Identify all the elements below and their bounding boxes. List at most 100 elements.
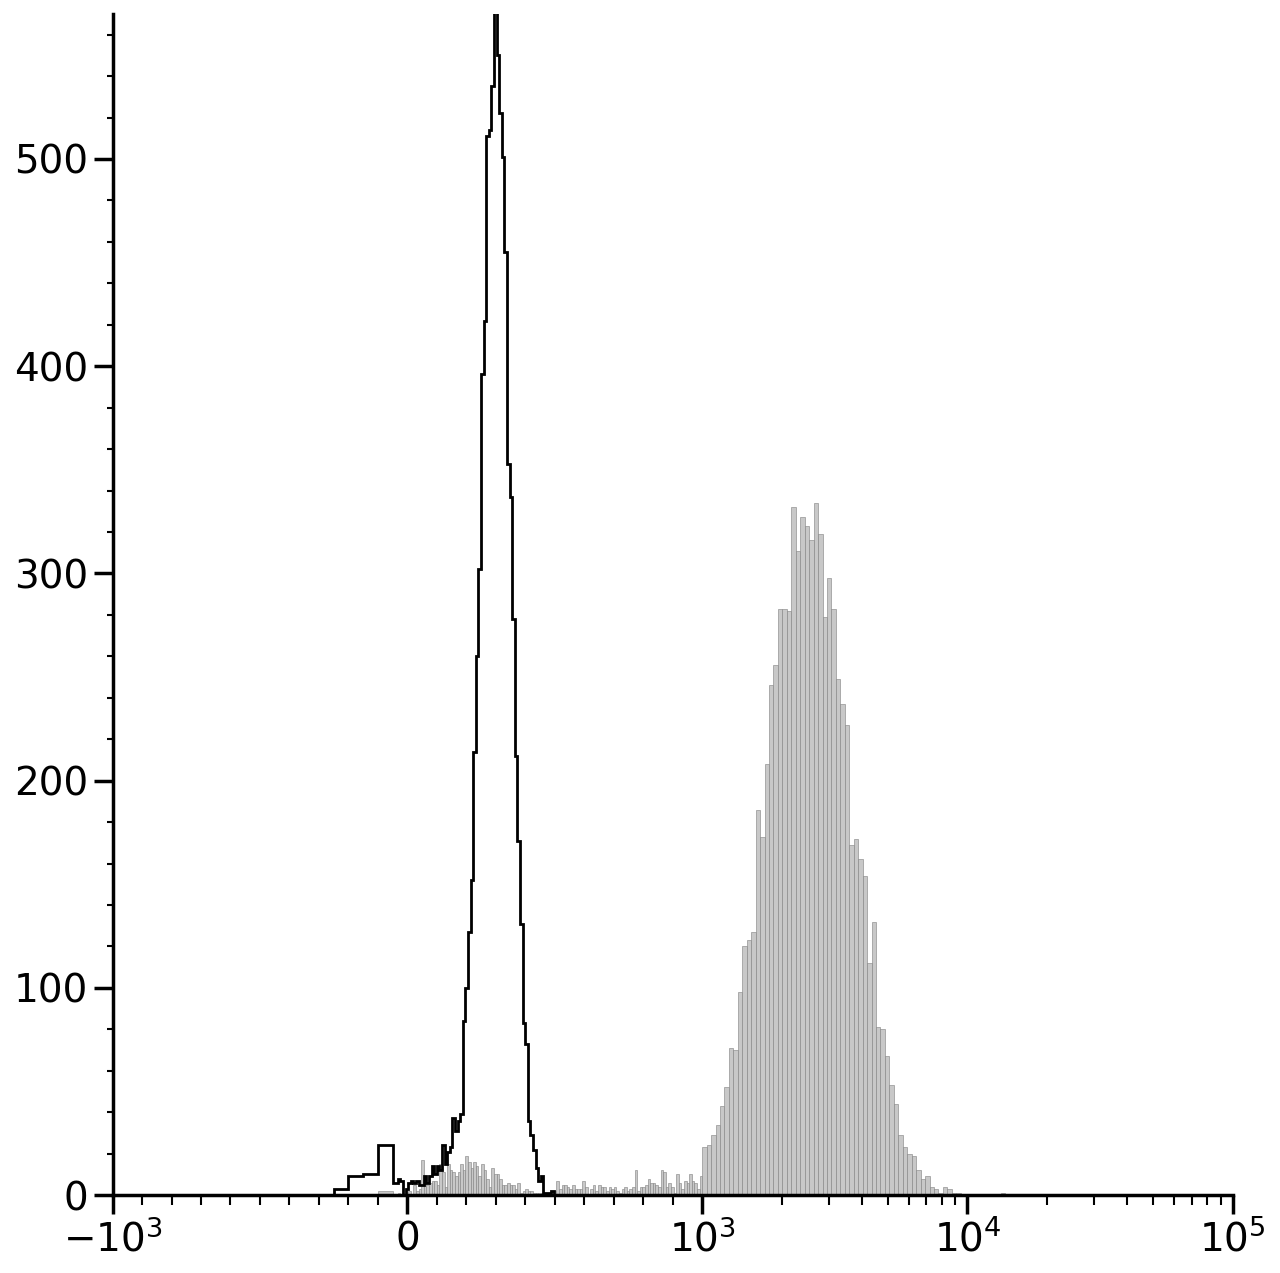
Bar bbox=[559, 1189, 562, 1195]
Bar bbox=[585, 1186, 588, 1195]
Bar bbox=[645, 1185, 648, 1195]
Bar bbox=[956, 1193, 961, 1195]
Bar bbox=[466, 1156, 468, 1195]
Bar bbox=[881, 1030, 884, 1195]
Bar bbox=[1001, 1193, 1005, 1195]
Bar bbox=[818, 535, 823, 1195]
Bar bbox=[416, 1192, 419, 1195]
Bar bbox=[671, 1186, 673, 1195]
Bar bbox=[947, 1189, 952, 1195]
Bar bbox=[653, 1183, 655, 1195]
Bar bbox=[613, 1186, 616, 1195]
Bar bbox=[554, 1192, 557, 1195]
Bar bbox=[678, 1183, 681, 1195]
Bar bbox=[520, 1193, 522, 1195]
Bar bbox=[832, 608, 836, 1195]
Bar bbox=[755, 810, 760, 1195]
Bar bbox=[497, 1175, 499, 1195]
Bar bbox=[769, 685, 773, 1195]
Bar bbox=[522, 1192, 525, 1195]
Bar bbox=[456, 1176, 458, 1195]
Bar bbox=[486, 1179, 489, 1195]
Bar bbox=[605, 1192, 608, 1195]
Bar bbox=[413, 1185, 416, 1195]
Bar bbox=[507, 1183, 509, 1195]
Bar bbox=[850, 845, 854, 1195]
Bar bbox=[640, 1186, 643, 1195]
Bar bbox=[461, 1164, 463, 1195]
Bar bbox=[867, 962, 872, 1195]
Bar bbox=[782, 608, 787, 1195]
Bar bbox=[742, 946, 746, 1195]
Bar bbox=[778, 608, 782, 1195]
Bar bbox=[823, 617, 827, 1195]
Bar bbox=[419, 1189, 421, 1195]
Bar bbox=[827, 578, 832, 1195]
Bar bbox=[439, 1164, 442, 1195]
Bar bbox=[663, 1172, 666, 1195]
Bar bbox=[582, 1180, 585, 1195]
Bar bbox=[608, 1186, 611, 1195]
Bar bbox=[575, 1189, 577, 1195]
Bar bbox=[436, 1185, 439, 1195]
Bar bbox=[447, 1164, 449, 1195]
Bar bbox=[598, 1185, 600, 1195]
Bar bbox=[532, 1193, 535, 1195]
Bar bbox=[570, 1189, 572, 1195]
Bar bbox=[577, 1189, 580, 1195]
Bar bbox=[899, 1136, 902, 1195]
Bar bbox=[595, 1192, 598, 1195]
Bar bbox=[603, 1186, 605, 1195]
Bar bbox=[943, 1186, 947, 1195]
Bar bbox=[716, 1124, 719, 1195]
Bar bbox=[620, 1193, 622, 1195]
Bar bbox=[764, 764, 769, 1195]
Bar bbox=[449, 1170, 452, 1195]
Bar bbox=[908, 1153, 911, 1195]
Bar bbox=[429, 1183, 431, 1195]
Bar bbox=[902, 1147, 908, 1195]
Bar bbox=[694, 1183, 696, 1195]
Bar bbox=[643, 1186, 645, 1195]
Bar bbox=[791, 507, 796, 1195]
Bar bbox=[876, 1027, 881, 1195]
Bar bbox=[426, 1185, 429, 1195]
Bar bbox=[625, 1186, 627, 1195]
Bar bbox=[686, 1183, 689, 1195]
Bar bbox=[658, 1186, 660, 1195]
Bar bbox=[858, 859, 863, 1195]
Bar bbox=[600, 1186, 603, 1195]
Bar bbox=[512, 1185, 515, 1195]
Bar bbox=[746, 941, 751, 1195]
Bar bbox=[476, 1166, 479, 1195]
Bar bbox=[814, 503, 818, 1195]
Bar bbox=[611, 1189, 613, 1195]
Bar bbox=[442, 1172, 444, 1195]
Bar bbox=[525, 1189, 527, 1195]
Bar bbox=[492, 1169, 494, 1195]
Bar bbox=[421, 1160, 424, 1195]
Bar bbox=[539, 1193, 541, 1195]
Bar bbox=[530, 1192, 532, 1195]
Bar bbox=[434, 1180, 436, 1195]
Bar bbox=[458, 1172, 461, 1195]
Bar bbox=[463, 1170, 466, 1195]
Bar bbox=[712, 1136, 716, 1195]
Bar bbox=[733, 1050, 737, 1195]
Bar bbox=[737, 992, 742, 1195]
Bar bbox=[728, 1048, 733, 1195]
Bar bbox=[836, 679, 841, 1195]
Bar bbox=[696, 1189, 700, 1195]
Bar bbox=[700, 1176, 703, 1195]
Bar bbox=[398, 1193, 401, 1195]
Bar bbox=[863, 876, 867, 1195]
Bar bbox=[562, 1185, 564, 1195]
Bar bbox=[929, 1186, 934, 1195]
Bar bbox=[660, 1170, 663, 1195]
Bar bbox=[934, 1189, 938, 1195]
Bar bbox=[673, 1193, 676, 1195]
Bar bbox=[703, 1147, 707, 1195]
Bar bbox=[938, 1193, 943, 1195]
Bar bbox=[773, 665, 778, 1195]
Bar bbox=[452, 1172, 456, 1195]
